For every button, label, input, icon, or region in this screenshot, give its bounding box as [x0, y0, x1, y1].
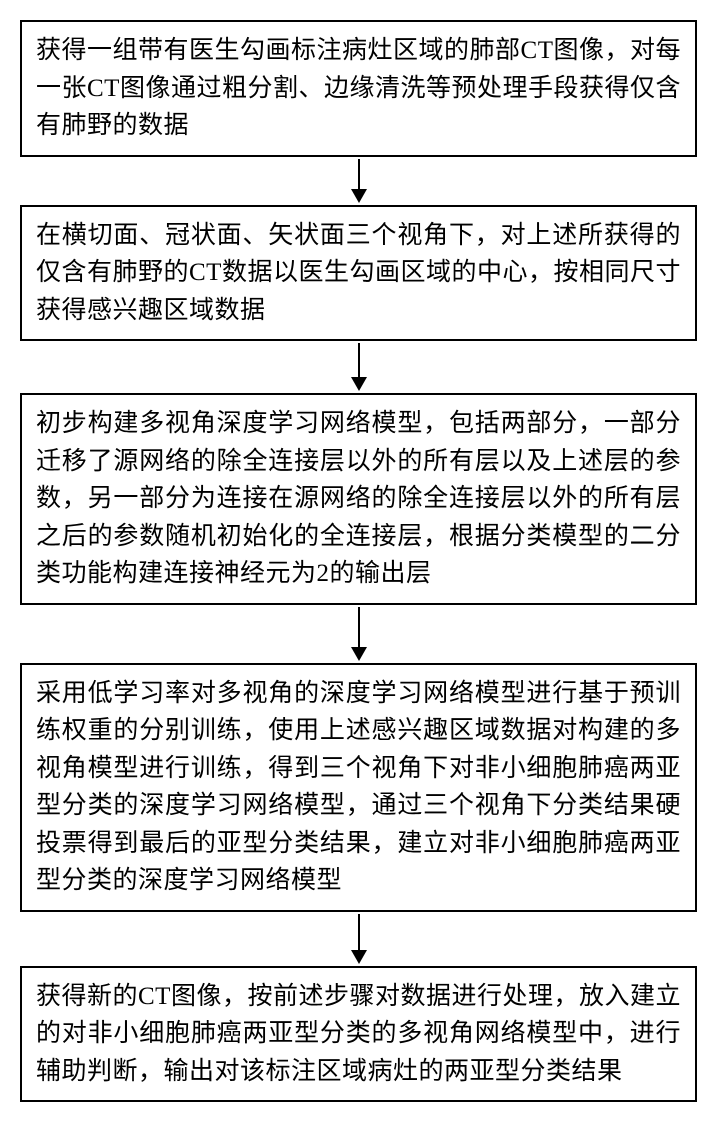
- flowchart-arrow-2: [351, 343, 367, 391]
- arrow-head-icon: [351, 377, 367, 391]
- flowchart-arrow-1: [351, 159, 367, 203]
- flowchart-step-3: 初步构建多视角深度学习网络模型，包括两部分，一部分迁移了源网络的除全连接层以外的…: [20, 393, 697, 605]
- flowchart-step-5: 获得新的CT图像，按前述步骤对数据进行处理，放入建立的对非小细胞肺癌两亚型分类的…: [20, 966, 697, 1103]
- arrow-head-icon: [351, 189, 367, 203]
- arrow-line: [358, 914, 360, 950]
- arrow-head-icon: [351, 647, 367, 661]
- arrow-head-icon: [351, 950, 367, 964]
- flowchart-container: 获得一组带有医生勾画标注病灶区域的肺部CT图像，对每一张CT图像通过粗分割、边缘…: [20, 20, 697, 1102]
- flowchart-step-4: 采用低学习率对多视角的深度学习网络模型进行基于预训练权重的分别训练，使用上述感兴…: [20, 663, 697, 912]
- flowchart-arrow-3: [351, 607, 367, 661]
- flowchart-step-1: 获得一组带有医生勾画标注病灶区域的肺部CT图像，对每一张CT图像通过粗分割、边缘…: [20, 20, 697, 157]
- arrow-line: [358, 159, 360, 189]
- flowchart-arrow-4: [351, 914, 367, 964]
- arrow-line: [358, 607, 360, 647]
- arrow-line: [358, 343, 360, 377]
- flowchart-step-2: 在横切面、冠状面、矢状面三个视角下，对上述所获得的仅含有肺野的CT数据以医生勾画…: [20, 205, 697, 342]
